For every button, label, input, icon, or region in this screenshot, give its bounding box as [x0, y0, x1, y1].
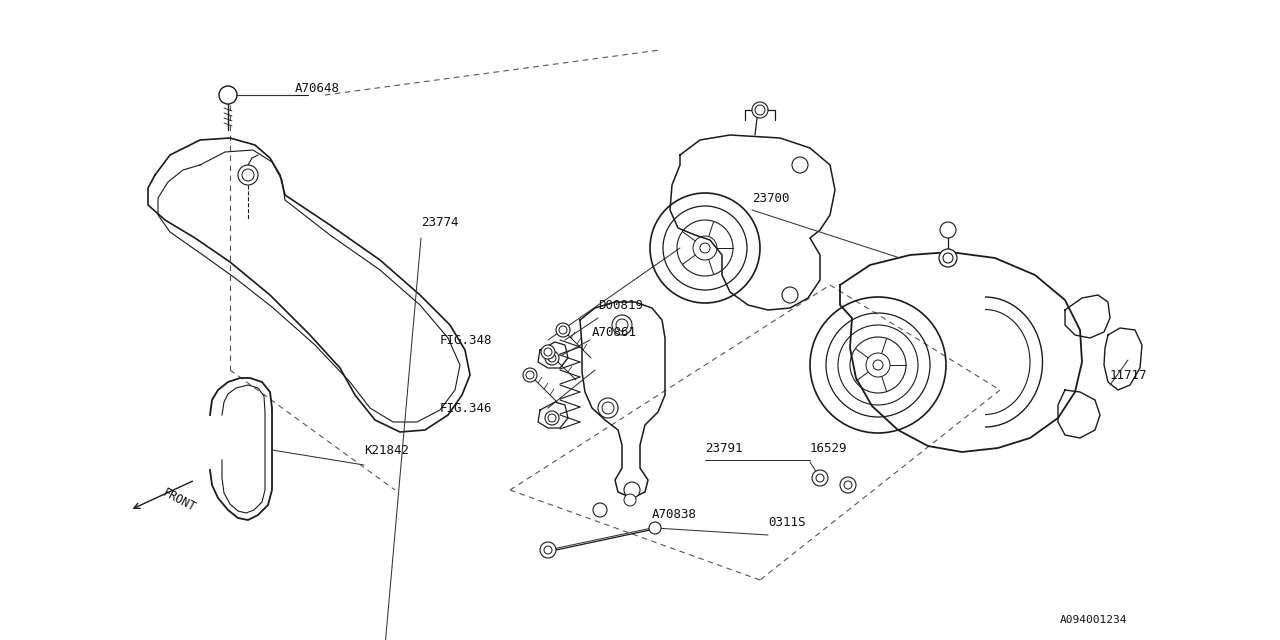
Circle shape — [940, 249, 957, 267]
Circle shape — [545, 411, 559, 425]
Circle shape — [792, 157, 808, 173]
Text: 23774: 23774 — [421, 216, 458, 228]
Circle shape — [812, 470, 828, 486]
Text: FRONT: FRONT — [160, 486, 197, 514]
Circle shape — [625, 494, 636, 506]
Text: A094001234: A094001234 — [1060, 615, 1128, 625]
Circle shape — [524, 368, 538, 382]
Circle shape — [219, 86, 237, 104]
Text: K21842: K21842 — [364, 444, 410, 456]
Circle shape — [545, 351, 559, 365]
Circle shape — [782, 287, 797, 303]
Text: FIG.348: FIG.348 — [440, 333, 493, 346]
Circle shape — [649, 522, 660, 534]
Circle shape — [593, 503, 607, 517]
Circle shape — [598, 398, 618, 418]
Text: FIG.346: FIG.346 — [440, 401, 493, 415]
Text: A70648: A70648 — [294, 81, 340, 95]
Circle shape — [625, 482, 640, 498]
Circle shape — [556, 323, 570, 337]
Text: 11717: 11717 — [1110, 369, 1147, 381]
Circle shape — [540, 542, 556, 558]
Text: 0311S: 0311S — [768, 515, 805, 529]
Circle shape — [612, 315, 632, 335]
Circle shape — [753, 102, 768, 118]
Circle shape — [873, 360, 883, 370]
Text: A70861: A70861 — [593, 326, 637, 339]
Text: A70838: A70838 — [652, 509, 698, 522]
Circle shape — [940, 222, 956, 238]
Circle shape — [700, 243, 710, 253]
Circle shape — [541, 345, 556, 359]
Circle shape — [238, 165, 259, 185]
Text: 23700: 23700 — [753, 191, 790, 205]
Circle shape — [840, 477, 856, 493]
Text: 23791: 23791 — [705, 442, 742, 454]
Text: D00819: D00819 — [598, 298, 643, 312]
Text: 16529: 16529 — [810, 442, 847, 454]
